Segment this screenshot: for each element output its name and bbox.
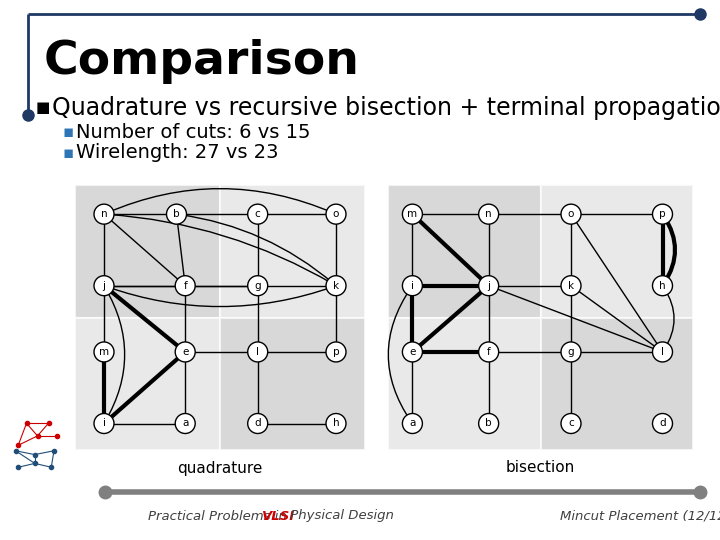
Circle shape [652,414,672,434]
Text: Practical Problems in: Practical Problems in [148,510,291,523]
FancyBboxPatch shape [220,185,365,318]
Circle shape [402,342,423,362]
Circle shape [402,414,423,434]
Text: bisection: bisection [506,461,575,476]
Circle shape [326,414,346,434]
Text: Number of cuts: 6 vs 15: Number of cuts: 6 vs 15 [76,123,310,141]
Text: e: e [182,347,189,357]
Text: c: c [255,209,261,219]
Text: Mincut Placement (12/12): Mincut Placement (12/12) [560,510,720,523]
Circle shape [479,276,499,296]
Circle shape [652,342,672,362]
Text: p: p [333,347,339,357]
FancyBboxPatch shape [75,185,220,318]
Text: n: n [101,209,107,219]
Text: k: k [568,281,574,291]
Text: g: g [567,347,575,357]
Text: m: m [99,347,109,357]
Text: Physical Design: Physical Design [286,510,393,523]
Text: f: f [487,347,490,357]
Text: h: h [660,281,666,291]
Circle shape [561,414,581,434]
Text: VLSI: VLSI [262,510,295,523]
Text: k: k [333,281,339,291]
Circle shape [248,414,268,434]
Text: e: e [409,347,415,357]
Text: j: j [487,281,490,291]
Circle shape [248,204,268,224]
Text: Wirelength: 27 vs 23: Wirelength: 27 vs 23 [76,144,279,163]
Circle shape [479,342,499,362]
Circle shape [175,414,195,434]
Text: c: c [568,418,574,429]
Circle shape [326,204,346,224]
Text: j: j [102,281,106,291]
FancyBboxPatch shape [220,318,365,450]
FancyBboxPatch shape [388,185,541,318]
Text: b: b [485,418,492,429]
Text: o: o [568,209,574,219]
Circle shape [326,342,346,362]
Text: m: m [408,209,418,219]
Text: p: p [660,209,666,219]
Circle shape [561,342,581,362]
Circle shape [166,204,186,224]
Text: h: h [333,418,339,429]
Text: i: i [411,281,414,291]
Text: f: f [184,281,187,291]
FancyBboxPatch shape [541,318,693,450]
FancyBboxPatch shape [75,318,220,450]
Text: d: d [660,418,666,429]
Text: Comparison: Comparison [44,39,360,84]
Text: l: l [661,347,664,357]
Text: quadrature: quadrature [177,461,263,476]
Text: a: a [409,418,415,429]
Circle shape [175,342,195,362]
Circle shape [94,204,114,224]
Circle shape [175,276,195,296]
Text: a: a [182,418,189,429]
Circle shape [561,204,581,224]
Circle shape [479,414,499,434]
Text: i: i [102,418,106,429]
Circle shape [94,414,114,434]
Circle shape [402,276,423,296]
FancyBboxPatch shape [388,318,541,450]
Text: o: o [333,209,339,219]
Circle shape [652,204,672,224]
Text: d: d [254,418,261,429]
Text: l: l [256,347,259,357]
Circle shape [248,276,268,296]
Text: Quadrature vs recursive bisection + terminal propagation: Quadrature vs recursive bisection + term… [52,96,720,120]
Text: g: g [254,281,261,291]
Circle shape [326,276,346,296]
FancyBboxPatch shape [541,185,693,318]
Text: b: b [174,209,180,219]
Circle shape [652,276,672,296]
Text: ■: ■ [36,100,50,116]
Circle shape [94,342,114,362]
Text: ▪: ▪ [62,123,73,141]
Circle shape [561,276,581,296]
Circle shape [402,204,423,224]
Text: ▪: ▪ [62,144,73,162]
Circle shape [479,204,499,224]
Circle shape [248,342,268,362]
Text: n: n [485,209,492,219]
Circle shape [94,276,114,296]
